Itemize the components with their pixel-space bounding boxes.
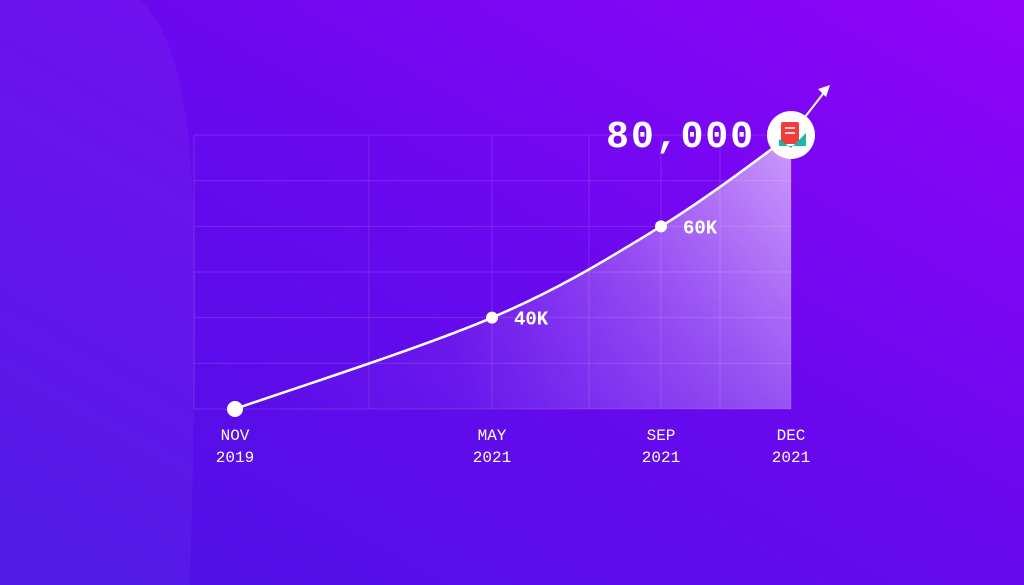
x-tick-label: 2021: [772, 449, 810, 467]
point: [486, 311, 498, 324]
x-tick-label: 2021: [473, 449, 511, 467]
point: [227, 401, 243, 417]
value-label: 60K: [683, 217, 718, 239]
value-label: 40K: [514, 309, 549, 331]
x-tick-label: DEC: [777, 427, 806, 445]
point: [655, 220, 667, 233]
arrow-head: [818, 85, 830, 97]
x-tick-label: NOV: [221, 427, 250, 445]
line: [234, 133, 792, 411]
x-tick-label: SEP: [647, 427, 676, 445]
bg-shape: [0, 0, 195, 585]
x-tick-label: 2019: [216, 449, 254, 467]
x-tick-label: 2021: [642, 449, 680, 467]
x-tick-label: MAY: [478, 427, 507, 445]
area: [235, 135, 791, 409]
value-label: 80,000: [606, 116, 755, 159]
plot: [227, 133, 792, 417]
logo-check: [779, 133, 806, 148]
area-group: [235, 135, 791, 409]
